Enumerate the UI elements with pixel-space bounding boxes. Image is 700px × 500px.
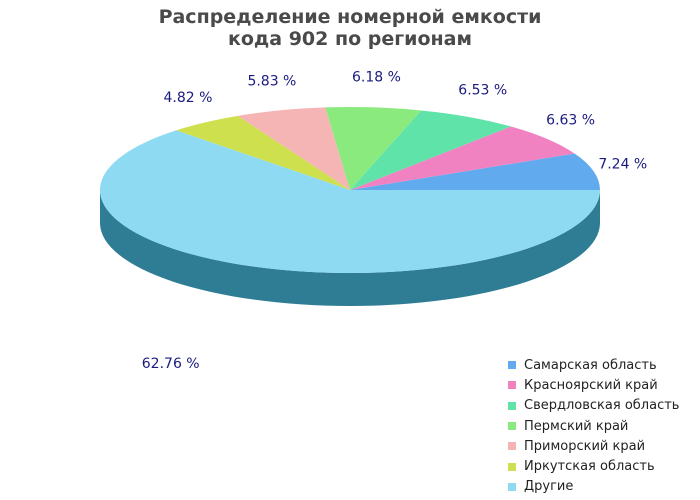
slice-value-label-5: 4.82 % (163, 90, 212, 106)
legend-swatch (508, 401, 516, 410)
slice-value-label-2: 6.53 % (458, 83, 507, 99)
pie-slice-5 (176, 115, 350, 190)
legend-item: Свердловская область (508, 396, 679, 416)
legend-swatch (508, 462, 516, 471)
slice-value-label-6: 62.76 % (142, 356, 200, 372)
slice-value-label-0: 7.24 % (598, 157, 647, 173)
pie-slice-2 (350, 110, 511, 190)
legend-item: Красноярский край (508, 375, 679, 395)
legend-label: Другие (524, 479, 574, 495)
pie-side-wall (100, 190, 600, 306)
legend-item: Самарская область (508, 355, 679, 375)
legend-label: Самарская область (524, 357, 657, 373)
chart-title-line-2: кода 902 по регионам (227, 28, 473, 50)
legend-item: Другие (508, 477, 679, 497)
legend-label: Свердловская область (524, 398, 680, 414)
slice-value-label-1: 6.63 % (546, 112, 595, 128)
legend-item: Приморский край (508, 436, 679, 456)
slice-value-label-4: 5.83 % (247, 73, 296, 89)
chart-title: Распределение номерной емкости кода 902 … (0, 6, 700, 50)
pie-slice-0 (350, 153, 600, 190)
legend-item: Пермский край (508, 416, 679, 436)
pie-slice-6 (100, 130, 601, 273)
pie-slice-3 (325, 107, 422, 190)
legend-swatch (508, 361, 516, 370)
legend-swatch (508, 381, 516, 390)
legend-item: Иркутская область (508, 456, 679, 476)
legend-label: Пермский край (524, 418, 629, 434)
legend-swatch (508, 442, 516, 451)
legend-label: Иркутская область (524, 459, 655, 475)
slice-value-label-3: 6.18 % (352, 70, 401, 86)
legend-swatch (508, 422, 516, 431)
legend-label: Приморский край (524, 438, 646, 454)
chart-title-line-1: Распределение номерной емкости (158, 6, 542, 28)
chart-legend: Самарская область Красноярский край Свердл… (508, 355, 679, 497)
legend-swatch (508, 482, 516, 491)
pie-slice-4 (237, 107, 350, 190)
legend-label: Красноярский край (524, 377, 658, 393)
pie-slice-1 (350, 126, 575, 190)
